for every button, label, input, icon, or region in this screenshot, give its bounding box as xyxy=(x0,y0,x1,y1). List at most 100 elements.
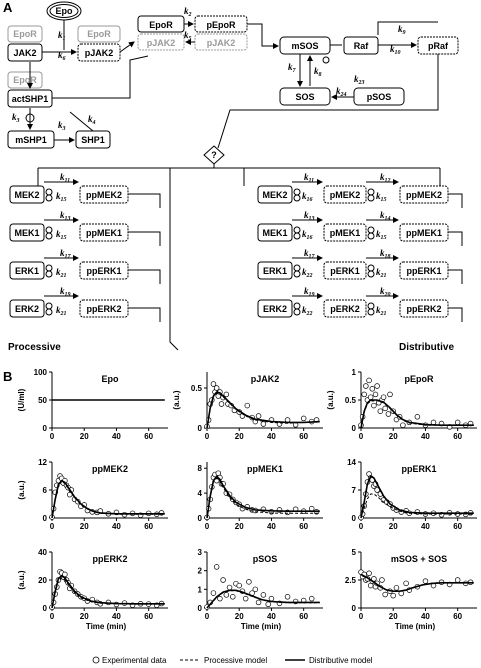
x-tick-label: 0 xyxy=(50,432,55,441)
x-tick-label: 40 xyxy=(112,522,121,531)
proc-node xyxy=(45,188,53,196)
dist-node xyxy=(293,188,301,196)
data-point xyxy=(379,577,385,583)
receptor-labels: Epo EpoR JAK2 EpoR pJAK2 EpoR pJAK2 pEpo… xyxy=(12,6,449,160)
rate-k9: k9 xyxy=(398,24,406,36)
data-point xyxy=(387,391,393,398)
x-tick-label: 0 xyxy=(359,612,364,621)
proc-right-label: ppMEK2 xyxy=(86,190,122,200)
node-epor-dim: EpoR xyxy=(149,20,173,30)
plot-3: ppMEK2 0 6 12 0 20 40 60 (a.u.) xyxy=(17,458,168,531)
x-tick-label: 20 xyxy=(235,522,244,531)
series-distributive xyxy=(206,391,320,429)
dist-k-top2: k18 xyxy=(380,248,391,260)
y-tick-label: 14 xyxy=(347,458,356,467)
y-tick-label: 0 xyxy=(352,514,357,523)
node-pjak2-dim: pJAK2 xyxy=(147,38,176,48)
dist-node xyxy=(367,302,375,310)
plot-title: ppMEK2 xyxy=(92,464,128,474)
x-tick-label: 0 xyxy=(359,522,364,531)
proc-node xyxy=(45,302,53,310)
data-point xyxy=(236,582,242,589)
panel-letter-a: A xyxy=(3,0,13,15)
data-point xyxy=(367,394,374,400)
y-axis-label: (a.u.) xyxy=(172,390,181,409)
data-point xyxy=(403,580,409,587)
label-processive: Processive xyxy=(8,342,61,353)
proc-box-left xyxy=(9,223,45,242)
proc-k-bottom: k21 xyxy=(56,267,67,279)
proc-link xyxy=(128,231,161,246)
data-point xyxy=(213,385,220,391)
dist-mid-label: pERK2 xyxy=(330,304,360,314)
proc-right-label: ppERK1 xyxy=(86,266,121,276)
dist-node xyxy=(293,226,301,234)
data-point xyxy=(382,405,388,412)
proc-k-top: k13 xyxy=(60,210,71,222)
data-point xyxy=(260,592,267,598)
proc-node xyxy=(45,270,53,278)
node-decision: ? xyxy=(211,150,217,160)
proc-node xyxy=(45,308,53,316)
x-tick-label: 40 xyxy=(421,612,430,621)
dist-node xyxy=(367,264,375,272)
dist-k-bottom2: k21 xyxy=(376,305,387,317)
x-tick-label: 60 xyxy=(299,522,308,531)
dist-k-top2: k14 xyxy=(380,210,391,222)
y-tick-label: 6 xyxy=(43,486,48,495)
rate-k6: k6 xyxy=(58,50,66,62)
data-point xyxy=(210,590,217,596)
data-point xyxy=(454,577,461,583)
dist-left-label: ERK2 xyxy=(263,304,287,314)
node-psos: pSOS xyxy=(367,92,392,102)
plot-4: ppMEK1 0 4 8 0 20 40 60 xyxy=(198,462,323,531)
dist-node xyxy=(367,226,375,234)
node-shp1: SHP1 xyxy=(81,135,105,145)
proc-link xyxy=(128,269,161,284)
data-point xyxy=(244,402,251,409)
node-epor-mid: EpoR xyxy=(87,29,111,39)
x-axis-label: Time (min) xyxy=(86,622,127,631)
node-jak2: JAK2 xyxy=(13,48,36,58)
series-distributive xyxy=(206,589,320,609)
x-tick-label: 60 xyxy=(144,522,153,531)
dist-box-mid xyxy=(323,223,367,242)
dist-left-label: MEK2 xyxy=(262,190,287,200)
plot-1: pJAK2 0 0.5 0 20 40 60 (a.u.) xyxy=(172,372,323,441)
dist-box-mid xyxy=(323,261,367,280)
proc-node xyxy=(45,264,53,272)
dist-link xyxy=(448,193,463,208)
node-epo: Epo xyxy=(56,6,74,16)
rate-k24: k24 xyxy=(336,86,347,98)
x-tick-label: 20 xyxy=(389,522,398,531)
dist-right-label: ppERK2 xyxy=(406,304,441,314)
proc-left-label: MEK2 xyxy=(14,190,39,200)
y-tick-label: 40 xyxy=(38,548,47,557)
node-pjak2: pJAK2 xyxy=(85,48,114,58)
rate-labels: k1 k2 k3 k3 k4 k5 k6 k7 k8 k9 k10 k23 k24 xyxy=(12,6,406,132)
data-point xyxy=(210,381,217,387)
plot-5: ppERK1 0 7 14 0 20 40 60 xyxy=(347,458,477,531)
data-point xyxy=(223,592,230,598)
dist-node xyxy=(293,264,301,272)
dist-left-label: ERK1 xyxy=(263,266,287,276)
dist-k-top2: k12 xyxy=(380,172,391,184)
dist-k-bottom1: k22 xyxy=(302,267,313,279)
data-point xyxy=(382,591,388,598)
proc-node xyxy=(45,232,53,240)
dist-mid-label: pERK1 xyxy=(330,266,360,276)
data-point xyxy=(284,594,291,600)
plot-title: Epo xyxy=(102,374,120,384)
y-tick-label: 2 xyxy=(198,567,203,576)
legend-experimental: Experimental data xyxy=(102,656,167,665)
dist-right-label: ppERK1 xyxy=(406,266,441,276)
dist-node xyxy=(367,270,375,278)
dist-k-top1: k19 xyxy=(304,286,315,298)
rate-k3b: k3 xyxy=(58,120,66,132)
data-point xyxy=(369,386,376,392)
x-tick-label: 40 xyxy=(267,522,276,531)
x-tick-label: 20 xyxy=(235,432,244,441)
proc-link xyxy=(128,307,161,322)
y-tick-label: 0 xyxy=(198,424,203,433)
data-point xyxy=(300,415,307,422)
